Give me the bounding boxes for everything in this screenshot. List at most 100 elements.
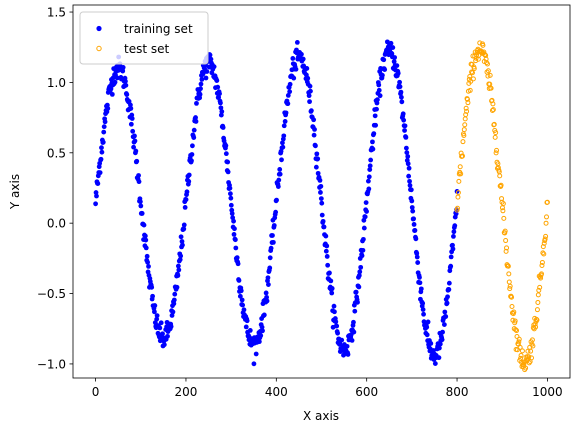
point-training-set [335,330,341,336]
point-training-set [317,177,323,183]
point-training-set [395,70,401,76]
point-training-set [129,116,135,121]
point-training-set [325,262,331,268]
point-training-set [228,202,234,208]
point-training-set [307,83,313,89]
point-training-set [400,111,406,117]
point-test-set [467,74,473,80]
point-test-set [471,66,477,72]
point-training-set [184,189,190,195]
legend-label-test-set: test set [124,42,169,56]
point-training-set [362,214,368,220]
point-training-set [136,179,142,185]
point-training-set [351,329,357,335]
point-test-set [501,215,507,221]
point-training-set [333,319,339,325]
point-training-set [355,299,360,305]
legend-box [79,11,209,65]
point-training-set [361,225,367,231]
point-training-set [128,121,134,127]
point-training-set [304,66,310,71]
point-training-set [439,337,445,343]
point-training-set [441,322,447,327]
point-training-set [161,342,167,348]
point-training-set [358,264,364,270]
point-test-set [519,348,525,354]
point-training-set [243,324,249,330]
point-training-set [253,351,259,357]
point-test-set [539,271,545,277]
point-training-set [277,171,283,177]
point-training-set [229,211,235,216]
point-training-set [397,79,402,85]
point-training-set [266,282,271,287]
point-test-set [507,283,513,289]
point-training-set [411,216,417,222]
point-training-set [357,269,363,275]
point-test-set [542,236,548,242]
point-training-set [361,236,366,242]
point-training-set [280,144,286,150]
point-training-set [128,106,134,111]
point-training-set [437,341,443,347]
point-test-set [530,325,536,331]
point-training-set [178,253,184,259]
point-training-set [367,163,373,169]
point-test-set [507,286,513,292]
legend-label-training-set: training set [124,22,193,36]
point-training-set [437,345,442,351]
point-training-set [420,307,426,312]
point-training-set [425,319,431,325]
point-test-set [534,317,540,323]
point-test-set [488,85,494,91]
point-training-set [228,191,233,197]
point-training-set [218,105,224,111]
point-training-set [417,280,423,286]
point-training-set [339,337,345,343]
point-training-set [124,92,130,97]
point-training-set [442,309,448,315]
point-training-set [120,68,126,74]
point-training-set [412,228,418,233]
point-training-set [318,190,323,195]
point-training-set [101,129,107,135]
point-test-set [503,248,509,254]
point-test-set [465,100,471,106]
point-test-set [535,292,541,298]
point-training-set [364,209,369,214]
point-training-set [109,91,115,97]
point-test-set [500,208,506,214]
point-training-set [232,237,238,243]
point-test-set [477,40,483,46]
point-training-set [405,154,411,159]
point-training-set [404,150,410,155]
point-test-set [467,87,473,93]
point-training-set [134,158,140,164]
point-training-set [312,126,317,132]
point-training-set [363,200,369,206]
point-training-set [154,313,160,318]
point-test-set [512,318,518,324]
point-training-set [220,125,226,130]
legend-marker-training-set [96,25,102,32]
point-training-set [258,333,264,338]
point-training-set [376,82,382,88]
point-test-set [464,108,470,114]
point-training-set [236,278,242,283]
point-training-set [211,64,217,70]
point-training-set [191,135,197,140]
point-training-set [401,117,407,123]
point-training-set [271,223,277,228]
point-training-set [215,84,221,90]
point-training-set [138,203,144,209]
point-training-set [267,255,273,261]
point-training-set [308,88,313,94]
point-training-set [402,128,407,133]
point-training-set [285,101,291,107]
point-training-set [294,40,300,45]
point-training-set [277,167,283,172]
point-training-set [208,56,214,62]
point-training-set [307,99,312,105]
x-axis-ticks: 0 200 400 600 800 1000 [92,378,563,399]
